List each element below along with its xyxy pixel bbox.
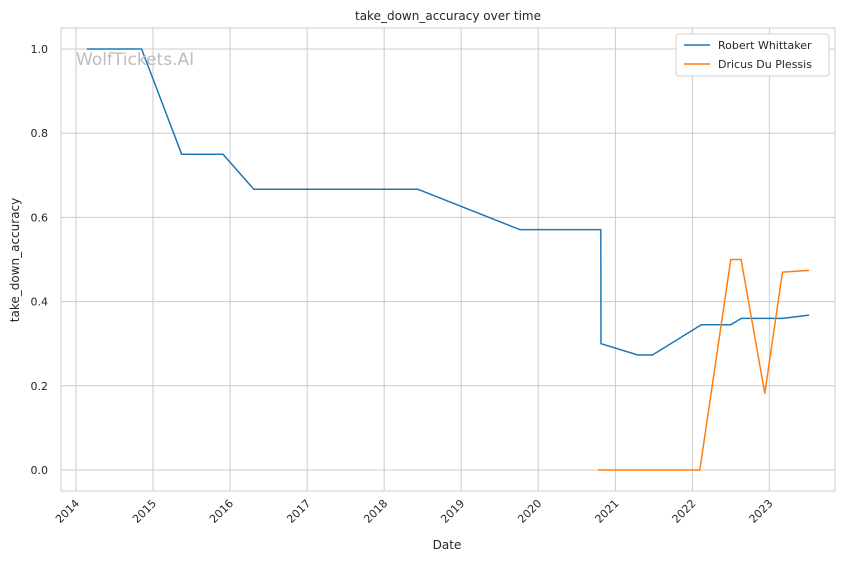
x-axis-ticks: 2014 2015 2016 2017 2018 2019 2020 2021 2022 2023 xyxy=(53,497,775,526)
watermark-text: WolfTickets.AI xyxy=(76,50,194,70)
y-axis-label: take_down_accuracy xyxy=(8,198,22,322)
x-tick-label: 2023 xyxy=(747,497,776,526)
x-tick-label: 2021 xyxy=(593,497,622,526)
series-lines xyxy=(86,48,810,471)
y-tick-label: 0.8 xyxy=(31,127,49,140)
y-tick-label: 0.2 xyxy=(31,380,49,393)
y-tick-label: 0.6 xyxy=(31,211,49,224)
x-tick-label: 2017 xyxy=(284,497,313,526)
x-tick-label: 2020 xyxy=(515,497,544,526)
grid xyxy=(61,28,835,491)
legend-label-dricus-du-plessis: Dricus Du Plessis xyxy=(718,58,812,71)
y-tick-label: 1.0 xyxy=(31,43,49,56)
x-tick-label: 2022 xyxy=(670,497,699,526)
y-tick-label: 0.4 xyxy=(31,296,49,309)
series-line-dricus-du-plessis xyxy=(597,258,810,471)
series-line-robert-whittaker xyxy=(86,48,810,356)
x-tick-label: 2019 xyxy=(438,497,467,526)
chart-title: take_down_accuracy over time xyxy=(355,9,541,23)
x-tick-label: 2015 xyxy=(130,497,159,526)
x-tick-label: 2014 xyxy=(53,497,82,526)
y-tick-label: 0.0 xyxy=(31,464,49,477)
legend-label-robert-whittaker: Robert Whittaker xyxy=(718,39,812,52)
x-axis-label: Date xyxy=(433,538,462,552)
y-axis-ticks: 0.0 0.2 0.4 0.6 0.8 1.0 xyxy=(31,43,49,477)
legend: Robert Whittaker Dricus Du Plessis xyxy=(675,33,830,77)
plot-frame xyxy=(60,27,836,492)
x-tick-label: 2016 xyxy=(207,497,236,526)
x-tick-label: 2018 xyxy=(361,497,390,526)
legend-box xyxy=(675,33,830,77)
